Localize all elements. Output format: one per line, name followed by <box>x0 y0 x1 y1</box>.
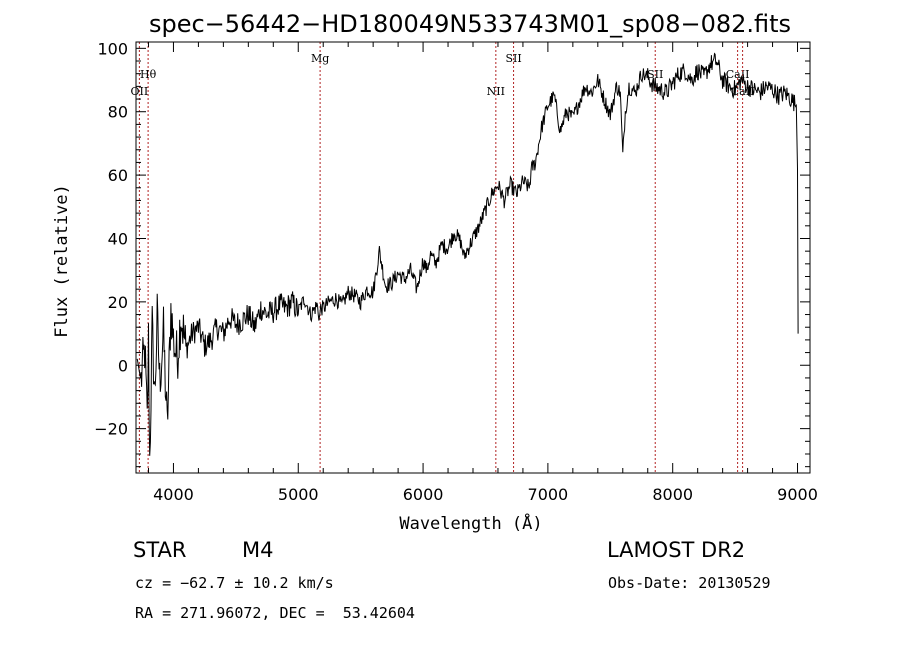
x-tick-label: 8000 <box>652 485 693 504</box>
x-tick-label: 6000 <box>403 485 444 504</box>
x-axis-label: Wavelength (Å) <box>399 512 542 534</box>
observation-date: Obs-Date: 20130529 <box>608 574 771 592</box>
y-axis-label: Flux (relative) <box>52 184 72 338</box>
y-axis-ticks: −20 0 20 40 60 80 100 <box>94 39 810 468</box>
sky-coordinates: RA = 271.96072, DEC = 53.42604 <box>135 604 415 622</box>
y-tick-label: 0 <box>118 356 128 375</box>
y-tick-label: −20 <box>94 420 128 439</box>
spectral-line-label: OII <box>131 85 149 98</box>
x-tick-label: 5000 <box>278 485 319 504</box>
x-tick-label: 4000 <box>153 485 194 504</box>
spectral-line-label: SII <box>647 68 663 81</box>
redshift-velocity: cz = −62.7 ± 10.2 km/s <box>135 574 334 592</box>
y-tick-label: 40 <box>108 229 128 248</box>
y-tick-label: 60 <box>108 166 128 185</box>
y-tick-label: 20 <box>108 293 128 312</box>
x-axis-ticks: 4000 5000 6000 7000 8000 9000 <box>147 42 818 504</box>
chart-title: spec−56442−HD180049N533743M01_sp08−082.f… <box>149 10 791 38</box>
x-tick-label: 9000 <box>777 485 818 504</box>
x-tick-label: 7000 <box>528 485 569 504</box>
plot-frame <box>135 41 811 474</box>
spectrum-line <box>136 52 799 456</box>
spectral-line-label: CaII <box>726 68 750 81</box>
y-tick-label: 80 <box>108 103 128 122</box>
spectral-line-label: Hθ <box>140 68 157 81</box>
spectral-line-label: NII <box>487 85 505 98</box>
survey-name: LAMOST DR2 <box>607 538 746 562</box>
object-class: STAR <box>133 538 187 562</box>
y-tick-label: 100 <box>97 39 128 58</box>
spectral-line-label: Mg <box>311 52 329 65</box>
object-subclass: M4 <box>242 538 274 562</box>
spectral-line-label: SII <box>505 52 521 65</box>
